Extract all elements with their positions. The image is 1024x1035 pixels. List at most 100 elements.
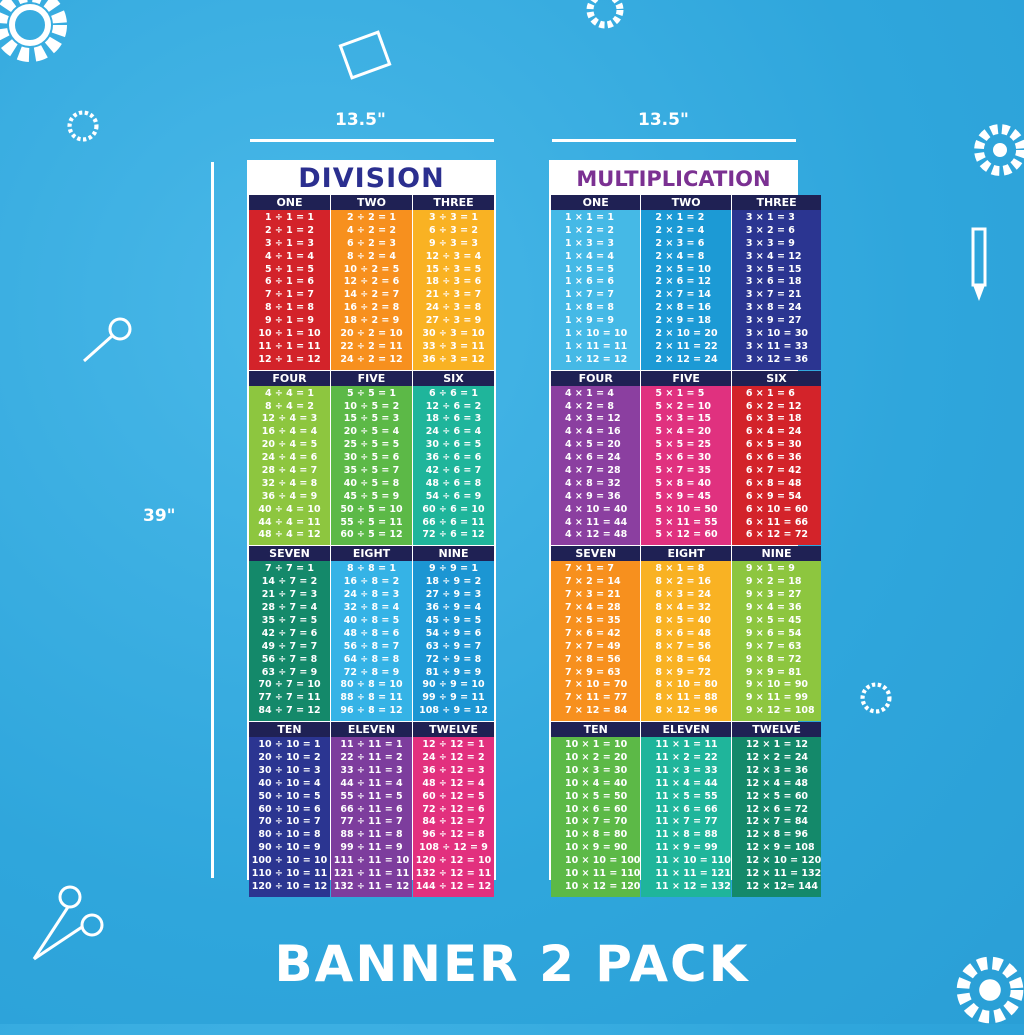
equation: 1 × 3 = 3: [565, 237, 614, 249]
equation: 5 × 5 = 25: [655, 439, 712, 451]
equation: 11 ÷ 1 = 11: [258, 340, 321, 352]
height-arrow: [211, 162, 214, 878]
column-header: TWELVE: [731, 722, 822, 738]
column-header: ELEVEN: [641, 722, 731, 738]
equation: 11 × 11 = 121: [655, 867, 731, 879]
equation: 132 ÷ 11 = 12: [333, 880, 410, 892]
equation: 1 × 8 = 8: [565, 302, 614, 314]
column-header: TWO: [331, 195, 412, 210]
column-header: NINE: [731, 546, 822, 562]
equation: 16 ÷ 8 = 2: [343, 576, 400, 588]
equation: 36 ÷ 12 = 3: [422, 764, 485, 776]
equation: 6 × 9 = 54: [745, 490, 802, 502]
equation: 40 ÷ 8 = 5: [343, 614, 400, 626]
equation: 1 × 9 = 9: [565, 315, 614, 327]
column-header: EIGHT: [641, 546, 731, 562]
equation: 77 ÷ 7 = 11: [258, 692, 321, 704]
equation: 10 ÷ 2 = 5: [343, 263, 400, 275]
equation: 5 ÷ 1 = 5: [265, 263, 314, 275]
equation: 42 ÷ 6 = 7: [425, 465, 482, 477]
equation: 111 ÷ 11 = 10: [333, 855, 410, 867]
equation: 8 × 1 = 8: [655, 563, 705, 575]
equation: 10 × 11 = 110: [565, 867, 641, 879]
equation: 7 × 10 = 70: [565, 679, 628, 691]
equation: 8 × 10 = 80: [655, 679, 718, 691]
equation: 8 × 11 = 88: [655, 692, 718, 704]
equation: 16 ÷ 4 = 4: [261, 426, 318, 438]
table-column: 10 ÷ 10 = 1 20 ÷ 10 = 2 30 ÷ 10 = 3 40 ÷ 10…: [249, 737, 330, 897]
equation: 4 × 7 = 28: [565, 465, 621, 477]
equation: 8 ÷ 4 = 2: [265, 400, 314, 412]
column-header: ONE: [249, 195, 330, 210]
equation: 7 ÷ 7 = 1: [265, 563, 314, 575]
equation: 6 × 10 = 60: [745, 503, 809, 515]
equation: 4 × 6 = 24: [565, 452, 621, 464]
equation: 8 × 12 = 96: [655, 705, 718, 717]
equation: 81 ÷ 9 = 9: [425, 666, 482, 678]
equation: 9 × 3 = 27: [745, 589, 802, 601]
equation: 72 ÷ 9 = 8: [425, 653, 482, 665]
equation: 11 × 8 = 88: [655, 829, 718, 841]
equation: 1 ÷ 1 = 1: [265, 212, 314, 223]
equation: 11 × 10 = 110: [655, 855, 731, 867]
equation: 12 × 6 = 72: [745, 803, 809, 815]
equation: 1 × 1 = 1: [565, 212, 614, 223]
equation: 30 ÷ 3 = 10: [422, 328, 485, 340]
equation: 8 × 4 = 32: [655, 602, 712, 614]
equation: 4 ÷ 2 = 2: [347, 224, 396, 236]
equation: 12 ÷ 2 = 6: [343, 276, 400, 288]
equation: 1 × 11 = 11: [565, 340, 628, 352]
equation: 40 ÷ 5 = 8: [343, 477, 400, 489]
equation: 24 ÷ 2 = 12: [340, 353, 403, 365]
equation: 21 ÷ 3 = 7: [425, 289, 482, 301]
equation: 12 × 2 = 24: [745, 751, 809, 763]
gear-icon: [860, 682, 892, 714]
equation: 24 ÷ 3 = 8: [425, 302, 482, 314]
equation: 60 ÷ 5 = 12: [340, 529, 403, 541]
equation: 12 ÷ 1 = 12: [258, 353, 321, 365]
equation: 8 × 7 = 56: [655, 640, 712, 652]
width-label: 13.5": [638, 110, 689, 130]
equation: 27 ÷ 3 = 9: [425, 315, 482, 327]
equation: 45 ÷ 9 = 5: [425, 614, 482, 626]
equation: 45 ÷ 5 = 9: [343, 490, 400, 502]
equation: 96 ÷ 12 = 8: [422, 829, 485, 841]
equation: 12 ÷ 12 = 1: [422, 739, 485, 751]
equation: 6 × 7 = 42: [745, 465, 802, 477]
equation: 4 × 1 = 4: [565, 387, 614, 399]
equation: 18 ÷ 6 = 3: [425, 413, 482, 425]
equation: 12 × 9 = 108: [745, 842, 815, 854]
magnifier-icon: [83, 317, 132, 363]
equation: 2 × 9 = 18: [655, 315, 712, 327]
scissors-icon: [32, 885, 104, 961]
equation: 2 × 2 = 4: [655, 224, 705, 236]
column-header: FOUR: [551, 370, 641, 386]
column-header: FIVE: [331, 370, 412, 386]
equation: 8 × 5 = 40: [655, 614, 712, 626]
equation: 60 ÷ 10 = 6: [258, 803, 321, 815]
equation: 14 ÷ 2 = 7: [343, 289, 400, 301]
equation: 11 × 3 = 33: [655, 764, 718, 776]
equation: 42 ÷ 7 = 6: [261, 627, 318, 639]
equation: 3 × 8 = 24: [745, 302, 802, 314]
equation: 88 ÷ 11 = 8: [340, 829, 403, 841]
equation: 32 ÷ 8 = 4: [343, 602, 400, 614]
column-header: NINE: [413, 546, 494, 562]
table-column: 11 ÷ 11 = 1 22 ÷ 11 = 2 33 ÷ 11 = 3 44 ÷ 11…: [331, 737, 412, 897]
equation: 7 × 11 = 77: [565, 692, 628, 704]
column-header: ONE: [551, 195, 641, 210]
equation: 7 × 1 = 7: [565, 563, 614, 575]
equation: 44 ÷ 11 = 4: [340, 777, 403, 789]
equation: 33 ÷ 11 = 3: [340, 764, 403, 776]
equation: 11 × 7 = 77: [655, 816, 718, 828]
equation: 18 ÷ 9 = 2: [425, 576, 482, 588]
